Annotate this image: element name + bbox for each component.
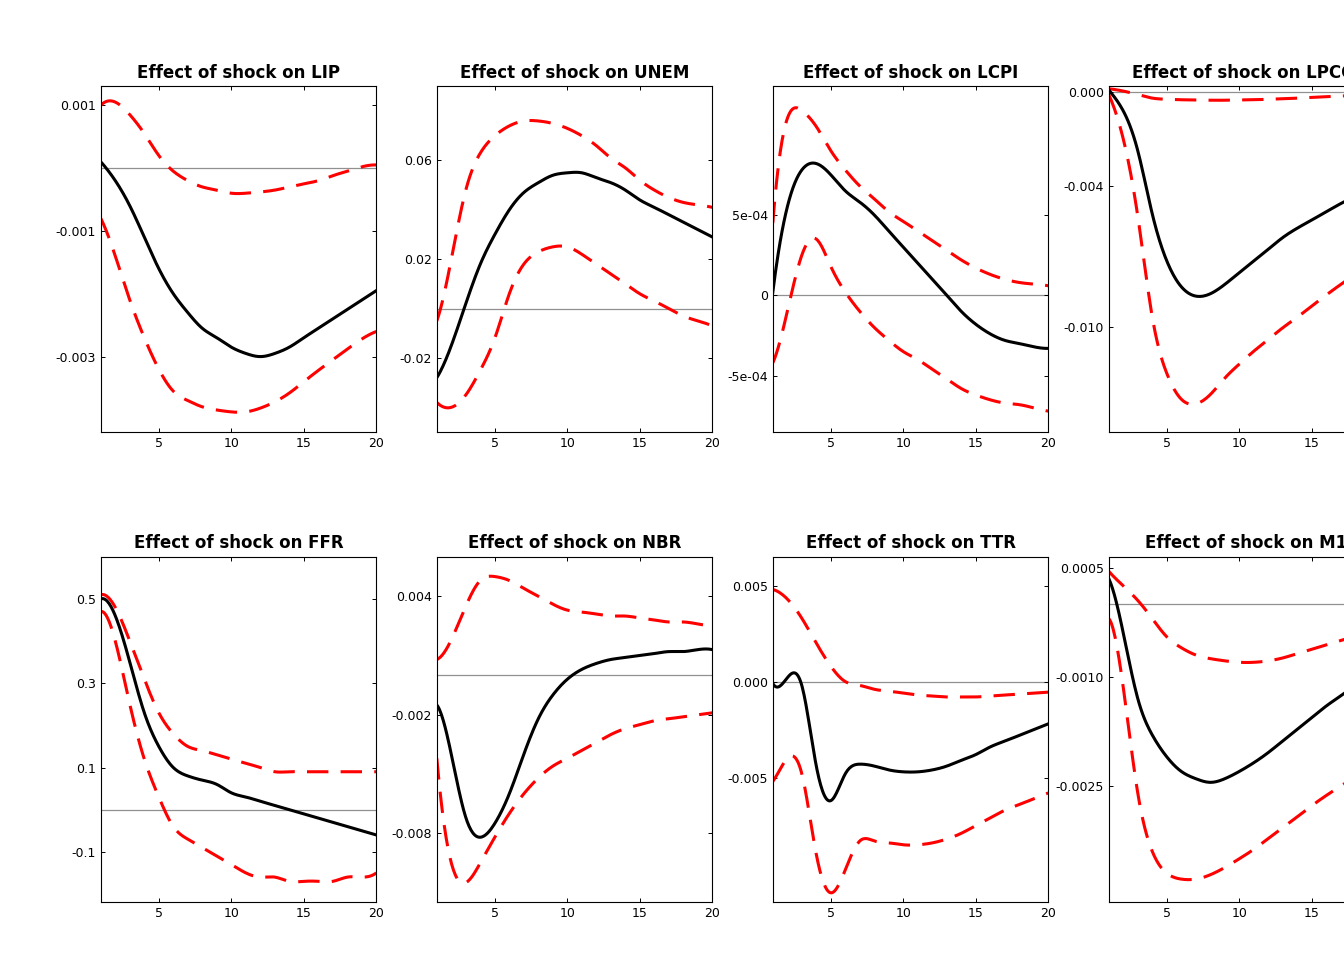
Title: Effect of shock on UNEM: Effect of shock on UNEM bbox=[460, 64, 689, 82]
Title: Effect of shock on LPCOI: Effect of shock on LPCOI bbox=[1132, 64, 1344, 82]
Title: Effect of shock on LIP: Effect of shock on LIP bbox=[137, 64, 340, 82]
Title: Effect of shock on TTR: Effect of shock on TTR bbox=[805, 535, 1016, 552]
Title: Effect of shock on M1: Effect of shock on M1 bbox=[1145, 535, 1344, 552]
Title: Effect of shock on NBR: Effect of shock on NBR bbox=[468, 535, 681, 552]
Title: Effect of shock on LCPI: Effect of shock on LCPI bbox=[802, 64, 1019, 82]
Title: Effect of shock on FFR: Effect of shock on FFR bbox=[134, 535, 343, 552]
